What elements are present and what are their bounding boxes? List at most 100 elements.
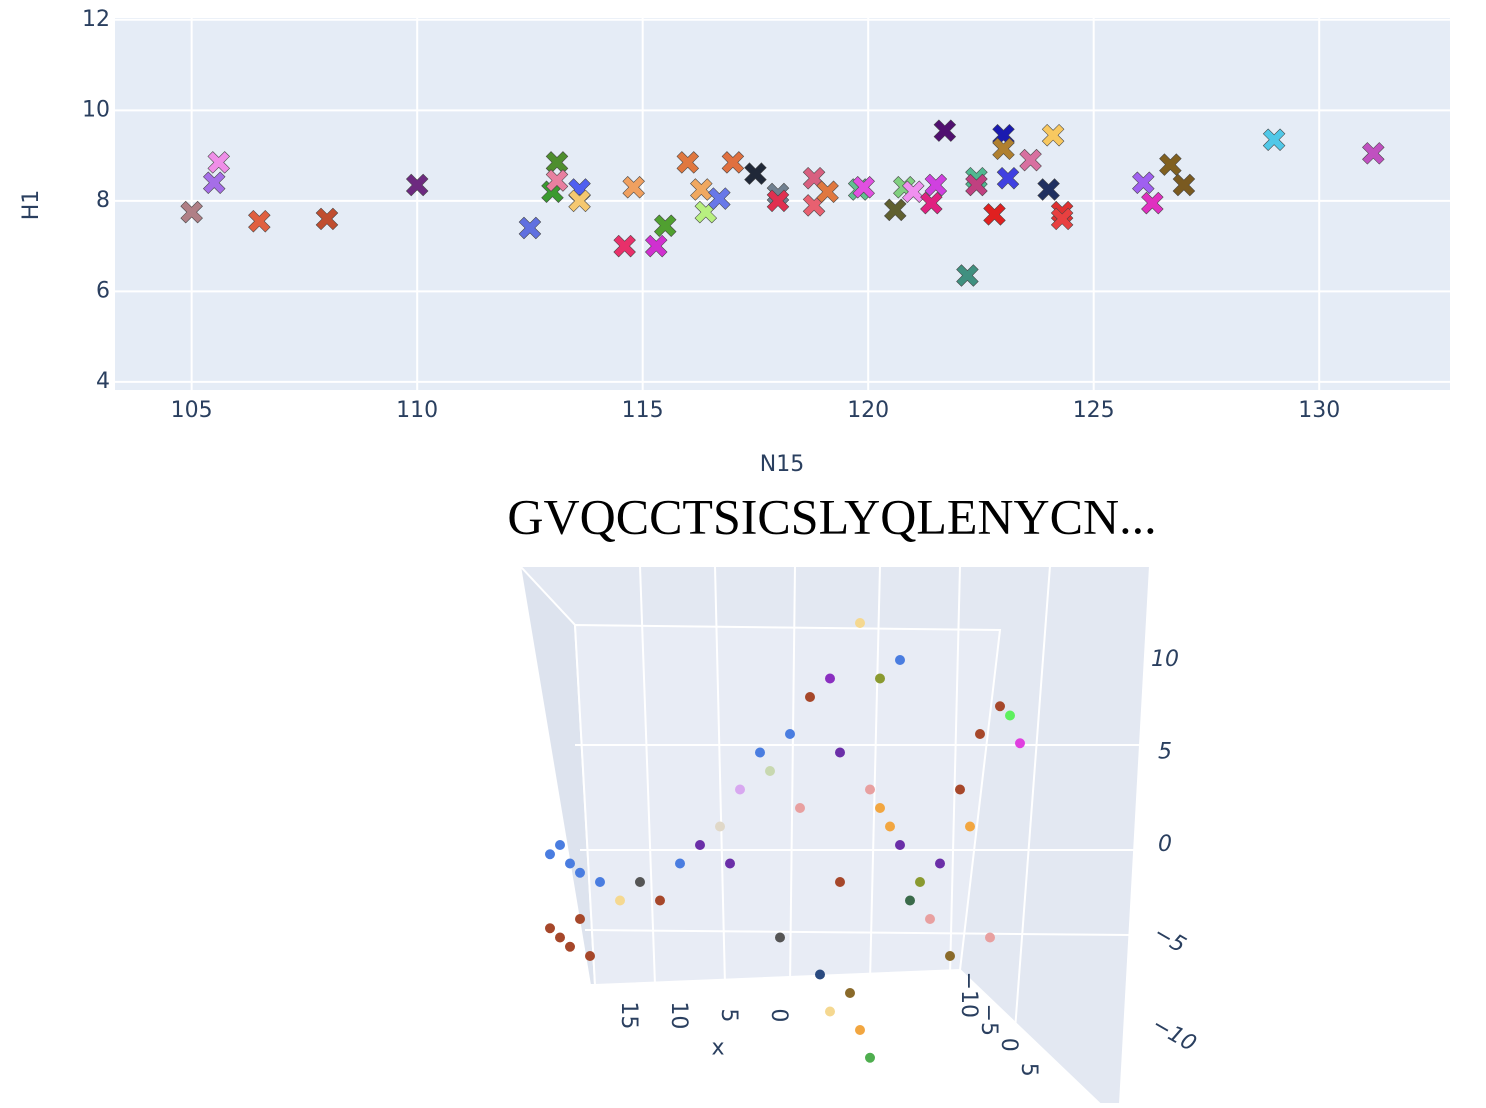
point bbox=[825, 1006, 835, 1017]
pane-grid bbox=[714, 565, 726, 986]
point bbox=[895, 840, 905, 850]
point bbox=[715, 821, 725, 832]
z-tick-label: 10 bbox=[1151, 647, 1179, 672]
x-tick-label: 5 bbox=[716, 1008, 741, 1022]
marker bbox=[1041, 123, 1065, 147]
point bbox=[855, 618, 865, 628]
point bbox=[545, 849, 555, 860]
point bbox=[615, 895, 625, 906]
y-tick-label: 12 bbox=[82, 7, 110, 32]
point bbox=[955, 784, 965, 795]
point bbox=[915, 877, 925, 887]
marker bbox=[248, 209, 271, 233]
y-tick-label: 8 bbox=[96, 188, 110, 213]
marker bbox=[996, 166, 1020, 190]
marker bbox=[545, 151, 569, 174]
point bbox=[635, 877, 645, 887]
point bbox=[875, 673, 885, 684]
marker bbox=[1172, 173, 1196, 197]
point bbox=[565, 858, 575, 869]
point bbox=[825, 673, 835, 684]
point bbox=[695, 840, 705, 850]
marker bbox=[721, 151, 745, 174]
x-tick-label: 105 bbox=[171, 398, 213, 423]
marker bbox=[744, 162, 767, 185]
point bbox=[935, 858, 945, 869]
x-tick-label: 130 bbox=[1298, 398, 1340, 423]
point bbox=[855, 1025, 865, 1035]
y-tick-label: 4 bbox=[96, 369, 110, 394]
x-tick-label: 115 bbox=[622, 398, 664, 423]
marker bbox=[518, 216, 542, 240]
marker bbox=[920, 191, 943, 215]
marker bbox=[933, 119, 957, 142]
point bbox=[895, 655, 905, 665]
marker bbox=[1159, 153, 1182, 176]
y-tick-label: 6 bbox=[96, 278, 110, 303]
pane-grid bbox=[869, 565, 881, 981]
point bbox=[755, 747, 765, 758]
point bbox=[795, 803, 805, 813]
marker bbox=[545, 169, 569, 192]
marker bbox=[1262, 128, 1286, 151]
point bbox=[655, 895, 665, 906]
scene-panes bbox=[517, 562, 1152, 1105]
marker bbox=[644, 234, 668, 258]
point bbox=[875, 803, 885, 813]
z-tick-label: −5 bbox=[1149, 921, 1190, 959]
point bbox=[975, 729, 985, 739]
marker bbox=[1019, 148, 1042, 172]
y-tick-label: 0 bbox=[996, 1038, 1021, 1052]
x-tick-label: 0 bbox=[766, 1008, 791, 1022]
marker bbox=[207, 151, 230, 174]
marker bbox=[1037, 178, 1060, 201]
marker bbox=[708, 187, 731, 210]
point bbox=[1005, 710, 1015, 721]
marker bbox=[1141, 191, 1164, 215]
point bbox=[565, 941, 575, 952]
point bbox=[765, 766, 775, 776]
point bbox=[985, 932, 995, 943]
point bbox=[555, 932, 565, 943]
x-tick-label: 120 bbox=[847, 398, 889, 423]
point bbox=[785, 729, 795, 739]
marker bbox=[992, 137, 1015, 161]
marker bbox=[983, 203, 1006, 226]
chart-title: GVQCCTSICSLYQLENYCN... bbox=[507, 488, 1156, 544]
point bbox=[995, 701, 1005, 712]
y-tick-label: −10 bbox=[956, 972, 981, 1018]
pane-grid bbox=[949, 565, 961, 976]
x-tick-label: 125 bbox=[1073, 398, 1115, 423]
point bbox=[885, 821, 895, 832]
point bbox=[805, 692, 815, 702]
marker bbox=[956, 264, 979, 287]
wall-pane bbox=[573, 623, 1002, 987]
point bbox=[555, 840, 565, 850]
point bbox=[675, 858, 685, 869]
pane-grid bbox=[789, 565, 796, 986]
marker bbox=[1132, 171, 1155, 194]
marker bbox=[852, 176, 875, 199]
point bbox=[945, 951, 955, 961]
pane-grid bbox=[584, 929, 1131, 936]
marker bbox=[613, 234, 636, 258]
marker bbox=[315, 207, 339, 231]
marker bbox=[1050, 207, 1074, 231]
marker bbox=[202, 171, 226, 194]
point bbox=[835, 877, 845, 887]
marker bbox=[1362, 142, 1385, 165]
point bbox=[925, 914, 935, 924]
point bbox=[545, 923, 555, 934]
y-tick-label: −5 bbox=[976, 1004, 1001, 1036]
point bbox=[725, 858, 735, 869]
marker bbox=[965, 173, 988, 197]
point bbox=[865, 1052, 875, 1063]
marker bbox=[568, 189, 591, 213]
y-tick-label: 10 bbox=[82, 97, 110, 122]
point bbox=[735, 784, 745, 795]
point bbox=[575, 867, 585, 878]
marker bbox=[816, 180, 839, 204]
